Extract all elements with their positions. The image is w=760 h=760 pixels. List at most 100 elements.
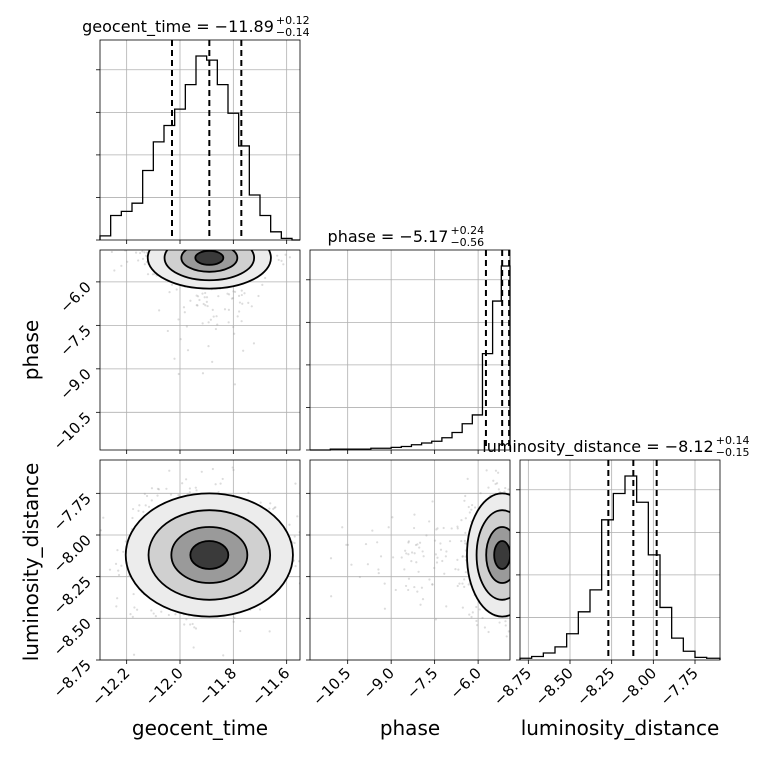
panel-geocent-phase-sample-point xyxy=(201,292,204,295)
panel-phase-lumdist-sample-point xyxy=(420,586,424,589)
panel-phase-lumdist-sample-point xyxy=(404,549,407,552)
panel-geocent-lumdist-sample-point xyxy=(294,482,297,485)
panel-phase-lumdist-sample-point xyxy=(461,582,464,585)
panel-geocent-lumdist-sample-point xyxy=(133,606,136,609)
geocent-axis-xtick-label: −12.0 xyxy=(142,664,187,709)
panel-geocent-lumdist-contour-0 xyxy=(124,492,294,618)
panel-geocent-phase-sample-point xyxy=(166,329,169,333)
panel-geocent-phase-sample-point xyxy=(282,263,285,266)
panel-geocent-lumdist-sample-point xyxy=(116,597,119,600)
panel-geocent-lumdist-sample-point xyxy=(294,565,297,568)
panel-geocent-lumdist-sample-point xyxy=(131,507,135,511)
panel-geocent-phase-sample-point xyxy=(143,251,146,254)
panel-c00-frame xyxy=(99,39,301,241)
panel-geocent-phase-sample-point xyxy=(120,264,123,267)
panel-phase-lumdist-sample-point xyxy=(412,526,416,530)
panel-geocent-lumdist-sample-point xyxy=(247,491,250,494)
panel-phase-lumdist-sample-point xyxy=(428,520,431,523)
panel-geocent-lumdist-sample-point xyxy=(288,523,291,526)
panel-phase-lumdist-sample-point xyxy=(454,568,457,571)
panel-phase-lumdist-sample-point xyxy=(485,469,488,472)
panel-phase-lumdist-sample-point xyxy=(416,543,419,546)
panel-phase-lumdist-sample-point xyxy=(413,552,416,555)
panel-geocent-lumdist-sample-point xyxy=(160,610,163,613)
panel-phase-lumdist-sample-point xyxy=(421,550,424,553)
panel-geocent-phase-sample-point xyxy=(203,296,206,299)
panel-geocent-lumdist-sample-point xyxy=(124,540,128,543)
panel-phase-lumdist-sample-point xyxy=(507,630,510,633)
panel-geocent-phase-sample-point xyxy=(240,320,243,323)
panel-geocent-lumdist-sample-point xyxy=(232,468,235,472)
panel-geocent-lumdist-sample-point xyxy=(258,608,262,611)
lumdist-xaxis-xtick-label: −8.25 xyxy=(573,664,618,709)
x-axis-label-luminosity_distance: luminosity_distance xyxy=(521,716,720,740)
panel-geocent-lumdist-sample-point xyxy=(156,494,159,497)
panel-phase-lumdist-contour-3 xyxy=(493,540,510,570)
panel-geocent-lumdist-sample-point xyxy=(200,470,203,473)
panel-phase-lumdist-sample-point xyxy=(364,542,368,546)
panel-geocent-phase-sample-point xyxy=(134,251,138,254)
panel-geocent-lumdist-sample-point xyxy=(272,507,275,511)
panel-c20-frame xyxy=(99,459,301,661)
x-axis-label-phase: phase xyxy=(380,716,440,740)
panel-geocent-lumdist-sample-point xyxy=(269,502,272,505)
panel-geocent-phase-sample-point xyxy=(185,325,188,328)
panel-phase-lumdist-sample-point xyxy=(431,500,434,503)
panel-phase-lumdist-sample-point xyxy=(463,539,467,542)
panel-phase-lumdist-sample-point xyxy=(400,556,403,559)
panel-geocent-lumdist-sample-point xyxy=(174,613,177,616)
geocent-axis-xtick-label: −11.6 xyxy=(248,664,293,709)
panel-phase-lumdist-sample-point xyxy=(507,488,510,491)
panel-geocent-phase-sample-point xyxy=(280,259,283,262)
panel-geocent-title-sub: −0.14 xyxy=(276,26,310,39)
panel-geocent-lumdist-sample-point xyxy=(167,613,170,617)
panel-phase-lumdist-sample-point xyxy=(494,469,498,472)
panel-phase-lumdist-sample-point xyxy=(434,553,437,556)
panel-geocent-lumdist-sample-point xyxy=(181,482,184,485)
panel-geocent-lumdist-sample-point xyxy=(100,529,102,532)
phase-xaxis-xtick-label: −6.0 xyxy=(446,664,484,702)
panel-geocent-phase-density-fill-3 xyxy=(195,250,224,265)
panel-phase-lumdist-sample-point xyxy=(463,499,466,502)
phase-xaxis-xtick-label: −7.5 xyxy=(403,664,441,702)
panel-geocent-lumdist-sample-point xyxy=(189,623,192,626)
panel-geocent-phase-sample-point xyxy=(215,315,218,318)
panel-phase-lumdist-sample-point xyxy=(329,557,333,560)
panel-phase-lumdist-sample-point xyxy=(504,620,507,623)
panel-phase-lumdist-sample-point xyxy=(358,575,361,579)
panel-geocent-phase-sample-point xyxy=(211,308,214,311)
panel-phase-lumdist-contour-0 xyxy=(466,492,510,618)
panel-phase-lumdist-sample-point xyxy=(391,556,395,559)
panel-geocent-phase-sample-point xyxy=(126,260,129,263)
panel-phase-lumdist-sample-point xyxy=(431,583,434,586)
panel-geocent-lumdist-sample-point xyxy=(156,487,160,490)
panel-phase-lumdist-sample-point xyxy=(475,605,478,609)
panel-geocent-phase-sample-point xyxy=(110,250,113,254)
panel-phase-lumdist-sample-point xyxy=(435,528,438,531)
panel-phase-lumdist-sample-point xyxy=(376,541,379,544)
panel-geocent-lumdist-sample-point xyxy=(222,654,225,657)
panel-phase-lumdist-sample-point xyxy=(460,519,463,522)
panel-phase-lumdist-sample-point xyxy=(494,482,497,486)
panel-geocent-lumdist-sample-point xyxy=(177,494,180,497)
panel-phase-lumdist-sample-point xyxy=(487,486,490,489)
panel-geocent-phase-sample-point xyxy=(277,258,280,262)
panel-geocent-lumdist-sample-point xyxy=(147,505,151,508)
panel-geocent-phase-sample-point xyxy=(141,250,144,253)
lumdist-xaxis-xtick-label: −7.75 xyxy=(657,664,702,709)
panel-geocent-lumdist-sample-point xyxy=(296,515,299,518)
panel-phase-lumdist-scatter-group xyxy=(329,469,510,638)
panel-geocent-phase-sample-point xyxy=(216,323,219,326)
panel-phase-lumdist-sample-point xyxy=(483,626,486,629)
panel-c11-frame xyxy=(309,249,511,451)
panel-geocent-phase-sample-point xyxy=(195,294,198,297)
panel-geocent-lumdist-sample-point xyxy=(114,562,118,565)
panel-geocent-phase-sample-point xyxy=(236,315,239,318)
panel-geocent-phase-contour-3 xyxy=(194,250,225,266)
panel-geocent-lumdist-sample-point xyxy=(191,622,194,626)
panel-geocent-phase-sample-point xyxy=(238,301,242,304)
panel-phase-lumdist-sample-point xyxy=(415,561,418,564)
panel-geocent-phase-sample-point xyxy=(201,372,205,375)
panel-phase-lumdist-sample-point xyxy=(407,588,410,592)
panel-geocent-phase-sample-point xyxy=(257,294,260,298)
